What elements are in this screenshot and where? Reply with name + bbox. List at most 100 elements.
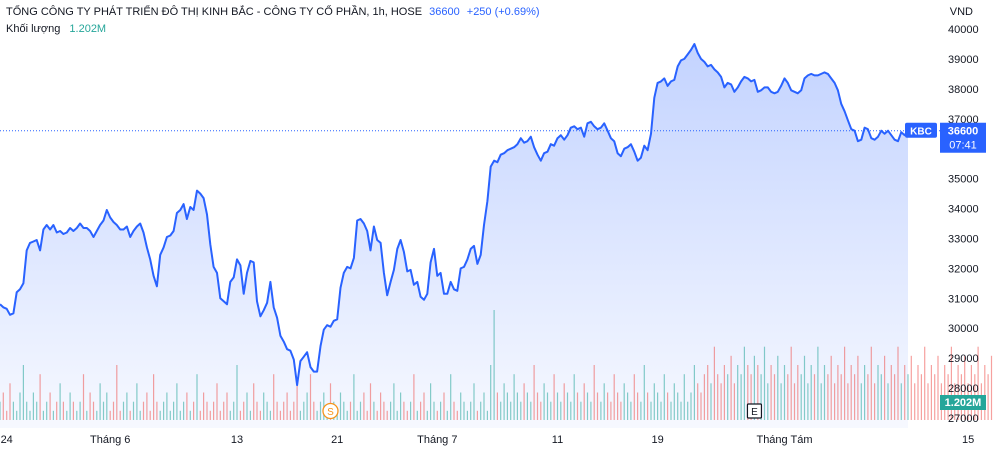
volume-bar <box>129 410 131 420</box>
volume-bar <box>229 410 231 420</box>
volume-bar <box>617 392 619 420</box>
volume-bar <box>803 355 806 420</box>
split-marker <box>322 402 339 420</box>
volume-bar <box>293 401 295 420</box>
volume-bar <box>526 392 528 420</box>
volume-bar <box>273 374 275 420</box>
volume-bar <box>149 410 151 420</box>
volume-bar <box>426 410 428 420</box>
volume-bar <box>857 355 859 420</box>
volume-bar <box>914 383 916 420</box>
volume-bar <box>79 401 81 420</box>
volume-bar <box>837 365 839 420</box>
volume-bar <box>299 410 301 420</box>
volume-bar <box>49 392 51 420</box>
volume-bar <box>910 355 912 420</box>
volume-bar <box>349 401 352 420</box>
volume-bar <box>72 401 74 420</box>
volume-bar <box>62 401 64 420</box>
volume-bar <box>450 374 452 420</box>
volume-bar <box>496 392 498 420</box>
volume-bar <box>500 401 502 420</box>
volume-bar <box>650 401 652 420</box>
volume-bar <box>226 392 228 420</box>
volume-bar <box>556 392 559 420</box>
y-tick-label: 40000 <box>948 24 979 36</box>
volume-bar <box>920 374 922 420</box>
volume-bar <box>313 401 315 420</box>
symbol-tag <box>905 122 937 138</box>
volume-bar <box>69 392 71 420</box>
volume-bar <box>800 374 802 420</box>
volume-bar <box>743 346 745 420</box>
price-line <box>0 43 909 387</box>
volume-bar <box>787 374 789 420</box>
volume-bar <box>964 355 966 420</box>
volume-bar <box>176 383 178 420</box>
volume-bar <box>693 365 695 420</box>
volume-bar <box>283 401 285 420</box>
volume-bar <box>363 392 365 420</box>
volume-bar <box>339 392 342 420</box>
volume-bar <box>680 401 682 420</box>
volume-bar <box>580 401 582 420</box>
volume-bar <box>413 374 415 420</box>
volume-bar <box>753 355 755 420</box>
volume-bar <box>102 401 105 420</box>
volume-bar <box>957 365 959 420</box>
y-tick-label: 27000 <box>948 413 979 425</box>
x-tick-label: Tháng Tám <box>756 434 812 446</box>
volume-bar <box>533 365 535 420</box>
volume-bar <box>126 392 128 420</box>
volume-bar <box>196 374 198 420</box>
volume-bar <box>733 383 735 420</box>
volume-bar <box>730 355 732 420</box>
x-tick-label: 19 <box>651 434 663 446</box>
volume-bar <box>243 401 245 420</box>
volume-bar <box>246 392 248 420</box>
volume-bar <box>253 383 255 420</box>
volume-bar <box>790 346 792 420</box>
volume-bar <box>747 365 749 420</box>
volume-bar <box>717 374 719 420</box>
volume-bar <box>593 365 595 420</box>
volume-bar <box>223 401 225 420</box>
price-tag <box>940 122 986 153</box>
volume-bar <box>0 401 1 420</box>
volume-bar <box>16 410 18 420</box>
volume-bar <box>713 346 715 420</box>
y-tick-label: 38000 <box>948 84 979 96</box>
volume-bar <box>179 410 181 420</box>
volume-bar <box>239 410 241 420</box>
volume-bar <box>817 346 819 420</box>
volume-bar <box>503 383 505 420</box>
volume-bar <box>984 365 986 420</box>
volume-bar <box>653 383 655 420</box>
volume-bar <box>356 410 358 420</box>
volume-bar <box>770 365 772 420</box>
volume-bar <box>823 365 826 420</box>
volume-bar <box>153 374 155 420</box>
volume-bar <box>2 392 4 420</box>
volume-bar <box>376 410 378 420</box>
volume-bar <box>553 374 555 420</box>
volume-bar <box>279 410 281 420</box>
volume-bar <box>289 410 291 420</box>
split-marker-label: S <box>327 407 334 418</box>
volume-bar <box>737 365 739 420</box>
volume-bar <box>256 401 258 420</box>
volume-bar <box>433 401 435 420</box>
volume-bar <box>383 401 385 420</box>
volume-bar <box>410 401 412 420</box>
volume-bar <box>403 401 405 420</box>
volume-bar <box>116 365 118 420</box>
volume-bar <box>19 392 21 420</box>
volume-bar <box>990 355 993 420</box>
volume-bar <box>203 392 205 420</box>
volume-bar <box>573 374 575 420</box>
volume-bar <box>453 401 455 420</box>
volume-bar <box>319 401 322 420</box>
volume-bar <box>306 392 308 420</box>
